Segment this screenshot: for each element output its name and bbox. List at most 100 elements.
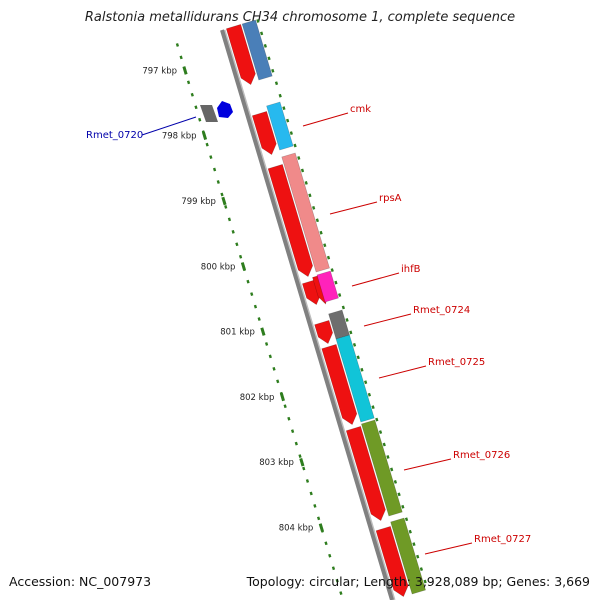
gene-label[interactable]: Rmet_0727 [474, 534, 531, 545]
gene-block[interactable] [390, 517, 426, 595]
right-track-dot [312, 205, 316, 210]
right-track-dot [263, 43, 267, 48]
right-track-dot [260, 31, 264, 36]
gene-label[interactable]: ihfB [401, 264, 421, 275]
orf-arrow[interactable] [375, 526, 409, 598]
kbp-tick-label: 803 kbp [259, 458, 294, 468]
leader-line [424, 542, 473, 555]
right-track-dot [419, 567, 424, 571]
orf-arrow[interactable] [251, 111, 277, 156]
ruler-dot [253, 304, 258, 309]
ruler-dot [294, 441, 298, 446]
ruler-dot [198, 117, 202, 122]
right-track-dot [300, 168, 305, 173]
kbp-major-tick [201, 131, 208, 140]
ruler-dot [257, 317, 261, 321]
right-track-dot [364, 380, 368, 385]
ruler-dot [216, 180, 220, 184]
kbp-major-tick [318, 523, 324, 532]
kbp-major-tick [240, 262, 247, 271]
right-track-dot [289, 131, 293, 135]
gene-block[interactable] [316, 270, 339, 303]
gene-block[interactable] [241, 19, 273, 81]
right-track-dot [297, 156, 301, 160]
ruler-dot [238, 254, 243, 259]
gene-label[interactable]: Rmet_0720 [86, 130, 143, 141]
gene-label[interactable]: Rmet_0725 [428, 357, 485, 368]
gene-label[interactable]: Rmet_0726 [453, 450, 510, 461]
right-track-dot [334, 280, 338, 285]
kbp-tick-label: 802 kbp [240, 393, 275, 403]
ruler-dot [309, 491, 313, 496]
ruler-dot [339, 591, 343, 595]
right-track-dot [338, 293, 342, 297]
right-track-dot [304, 181, 308, 185]
leader-line [141, 116, 197, 136]
ruler-dot [316, 516, 321, 521]
right-track-dot [386, 455, 390, 459]
right-track-dot [371, 405, 375, 410]
right-track-dot [393, 480, 397, 484]
leader-line [302, 112, 349, 127]
right-track-dot [404, 517, 409, 522]
leader-line [329, 201, 378, 215]
ruler-dot [305, 479, 310, 483]
right-track-dot [360, 367, 364, 372]
right-track-dot [401, 504, 405, 509]
ruler-dot [175, 43, 180, 47]
gene-block[interactable] [281, 152, 330, 273]
ruler-dot [287, 416, 291, 421]
ruler-dot [268, 354, 272, 359]
right-track-dot [412, 542, 416, 547]
ruler-dot [324, 541, 328, 546]
right-track-dot [293, 143, 297, 148]
ruler-dot [194, 105, 198, 110]
ruler-dot [276, 379, 280, 384]
right-track-dot [416, 554, 420, 559]
ruler-dot [328, 553, 332, 558]
right-track-dot [375, 417, 379, 422]
orf-arrow[interactable] [314, 320, 333, 345]
right-track-dot [367, 392, 371, 397]
ruler-dot [179, 55, 183, 60]
ruler-dot [220, 192, 224, 197]
gene-block[interactable] [361, 419, 403, 517]
gene-label[interactable]: rpsA [379, 193, 402, 204]
right-track-dot [315, 218, 319, 223]
ruler-dot [264, 342, 269, 346]
orf-arrow[interactable] [345, 426, 386, 522]
orf-arrow[interactable] [267, 164, 313, 278]
ruler-dot [290, 429, 295, 434]
ruler-dot [298, 454, 302, 458]
kbp-major-tick [182, 66, 188, 75]
ruler-dot [212, 167, 217, 172]
ruler-dot [209, 155, 213, 159]
right-track-dot [345, 318, 349, 322]
right-track-dot [282, 106, 286, 111]
leader-line [351, 272, 400, 287]
orf-arrow[interactable] [321, 344, 358, 426]
orf-arrow[interactable] [225, 24, 256, 86]
rmet-0720-marker[interactable] [217, 101, 233, 118]
chromosome-backbone [220, 29, 394, 600]
kbp-tick-label: 798 kbp [162, 132, 197, 142]
ruler-dot [246, 279, 250, 284]
gene-block[interactable] [266, 101, 294, 151]
gene-block-rmet-0720[interactable] [200, 105, 218, 122]
ruler-dot [224, 205, 228, 209]
kbp-major-tick [299, 457, 305, 467]
map-title: Ralstonia metallidurans CH34 chromosome … [84, 10, 516, 25]
kbp-tick-label: 799 kbp [181, 197, 216, 207]
ruler-dot [250, 292, 254, 296]
ruler-dot [302, 466, 306, 471]
right-track-dot [274, 81, 279, 86]
ruler-dot [272, 366, 276, 371]
kbp-major-tick [279, 392, 285, 402]
right-track-dot [382, 442, 386, 447]
gene-label[interactable]: cmk [350, 104, 371, 115]
gene-block[interactable] [335, 334, 375, 423]
gene-label[interactable]: Rmet_0724 [413, 305, 470, 316]
kbp-tick-label: 797 kbp [142, 66, 177, 76]
ruler-dot [313, 504, 317, 508]
